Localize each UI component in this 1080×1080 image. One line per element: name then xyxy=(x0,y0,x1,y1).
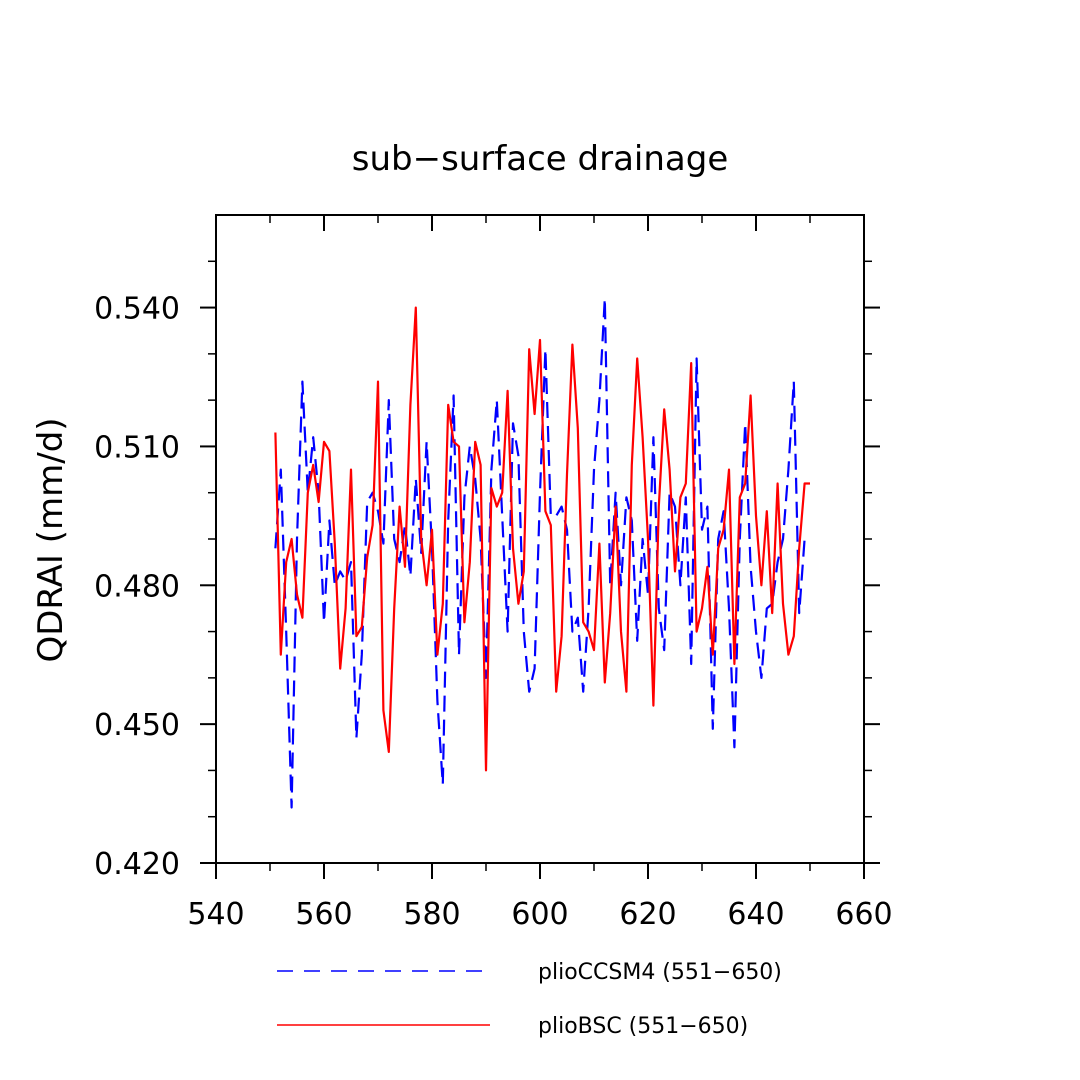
x-tick-label-580: 580 xyxy=(403,897,460,932)
y-tick-label-1: 0.450 xyxy=(94,708,180,743)
x-tick-label-540: 540 xyxy=(187,897,244,932)
x-tick-label-640: 640 xyxy=(727,897,784,932)
axis-ticks xyxy=(200,215,880,879)
y-tick-label-0: 0.420 xyxy=(94,847,180,882)
series-line-plioccsm4 xyxy=(274,297,810,809)
plot-frame xyxy=(215,214,865,864)
x-tick-label-660: 660 xyxy=(835,897,892,932)
y-tick-label-4: 0.540 xyxy=(94,292,180,327)
x-tick-labels: 540 560 580 600 620 640 660 xyxy=(187,897,892,932)
series-line-pliobsc xyxy=(274,306,810,772)
y-tick-label-3: 0.510 xyxy=(94,430,180,465)
x-tick-label-560: 560 xyxy=(295,897,352,932)
chart-title: sub−surface drainage xyxy=(352,139,729,179)
x-tick-label-620: 620 xyxy=(619,897,676,932)
series-layer xyxy=(274,297,810,809)
legend-label-plioccsm4: plioCCSM4 (551−650) xyxy=(538,960,782,985)
legend-label-pliobsc: plioBSC (551−650) xyxy=(538,1014,748,1039)
y-tick-label-2: 0.480 xyxy=(94,569,180,604)
y-axis-label: QDRAI (mm/d) xyxy=(31,417,71,662)
legend: plioCCSM4 (551−650) plioBSC (551−650) xyxy=(277,960,782,1039)
x-tick-label-600: 600 xyxy=(511,897,568,932)
y-tick-labels: 0.420 0.450 0.480 0.510 0.540 xyxy=(94,292,180,882)
